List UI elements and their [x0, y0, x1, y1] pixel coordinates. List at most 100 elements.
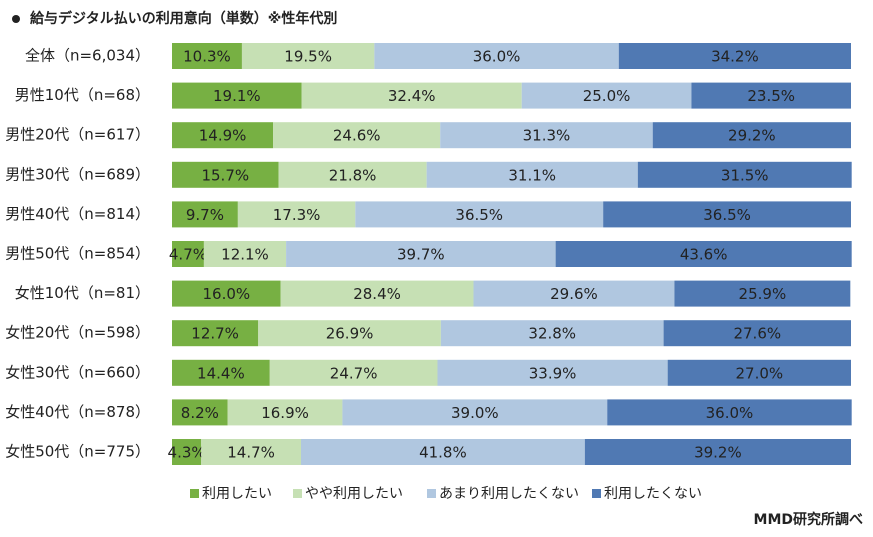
- data-label: 36.0%: [473, 48, 521, 66]
- bar-segment: [618, 43, 851, 69]
- bar-segment: [286, 241, 556, 267]
- data-label: 4.7%: [169, 246, 207, 264]
- bar-segment: [301, 439, 585, 465]
- data-label: 17.3%: [273, 206, 321, 224]
- data-label: 23.5%: [747, 87, 795, 105]
- bar-segment: [521, 82, 692, 109]
- data-label: 41.8%: [419, 444, 467, 462]
- bar-segment: [172, 43, 242, 69]
- bar-segment: [437, 359, 668, 386]
- bar-segment: [355, 201, 604, 228]
- bar-segment: [172, 82, 302, 109]
- bar-segment: [172, 280, 281, 307]
- data-label: 9.7%: [186, 206, 224, 224]
- data-label: 32.8%: [528, 325, 576, 343]
- bar-segment: [172, 399, 228, 426]
- bar-segment: [652, 122, 851, 149]
- data-label: 24.7%: [330, 364, 378, 382]
- data-label: 12.7%: [191, 325, 239, 343]
- data-label: 21.8%: [329, 166, 377, 184]
- data-label: 33.9%: [529, 364, 577, 382]
- bar-segment: [273, 122, 441, 149]
- bar-segment: [172, 122, 274, 149]
- category-label: 男性10代（n=68）: [15, 86, 150, 104]
- bar-segment: [637, 161, 852, 188]
- bar-segment: [203, 241, 287, 267]
- bar-segment: [172, 439, 202, 465]
- category-label: 女性20代（n=598）: [5, 324, 150, 342]
- source: MMD研究所調べ: [754, 511, 863, 528]
- data-label: 31.3%: [523, 127, 571, 145]
- data-label: 39.2%: [694, 444, 742, 462]
- legend-swatch: [427, 489, 436, 498]
- data-label: 14.7%: [227, 444, 275, 462]
- bar-segment: [237, 201, 356, 228]
- category-label: 男性50代（n=854）: [5, 245, 150, 263]
- category-label: 全体（n=6,034）: [25, 47, 150, 65]
- bar-segment: [280, 280, 474, 307]
- bar-segment: [172, 241, 204, 267]
- data-label: 25.0%: [583, 87, 631, 105]
- bar-segment: [172, 359, 270, 386]
- legend-label: やや利用したい: [305, 486, 403, 502]
- bar-segment: [342, 399, 608, 426]
- data-label: 12.1%: [221, 246, 269, 264]
- data-label: 14.4%: [197, 364, 245, 382]
- data-label: 36.0%: [706, 404, 754, 422]
- legend-label: 利用したい: [202, 486, 272, 502]
- bar-segment: [667, 359, 851, 386]
- category-label: 女性10代（n=81）: [15, 284, 150, 302]
- data-label: 39.7%: [397, 246, 445, 264]
- bar-segment: [258, 320, 441, 347]
- bar-segment: [172, 201, 238, 228]
- category-label: 男性20代（n=617）: [5, 126, 150, 144]
- title-bullet: [12, 15, 20, 23]
- bar-segment: [269, 359, 438, 386]
- data-label: 34.2%: [711, 48, 759, 66]
- bar-segment: [278, 161, 427, 188]
- category-label: 女性40代（n=878）: [5, 403, 150, 421]
- data-label: 31.5%: [721, 166, 769, 184]
- data-label: 19.1%: [213, 87, 261, 105]
- data-label: 14.9%: [199, 127, 247, 145]
- bar-segment: [603, 201, 851, 228]
- data-label: 27.6%: [733, 325, 781, 343]
- legend-label: 利用したくない: [604, 486, 702, 502]
- data-label: 36.5%: [703, 206, 751, 224]
- category-label: 男性40代（n=814）: [5, 205, 150, 223]
- data-label: 27.0%: [736, 364, 784, 382]
- data-label: 8.2%: [181, 404, 219, 422]
- bar-segment: [440, 320, 664, 347]
- bar-segment: [201, 439, 302, 465]
- data-label: 36.5%: [455, 206, 503, 224]
- data-label: 4.3%: [168, 444, 206, 462]
- data-label: 28.4%: [353, 285, 401, 303]
- data-label: 31.1%: [508, 166, 556, 184]
- data-label: 24.6%: [333, 127, 381, 145]
- data-label: 15.7%: [201, 166, 249, 184]
- bar-segment: [172, 161, 279, 188]
- data-label: 32.4%: [388, 87, 436, 105]
- bar-segment: [426, 161, 638, 188]
- data-label: 16.9%: [261, 404, 309, 422]
- bar-segment: [440, 122, 653, 149]
- chart-title: 給与デジタル払いの利用意向（単数）※性年代別: [30, 10, 337, 27]
- data-label: 26.9%: [326, 325, 374, 343]
- data-label: 10.3%: [183, 48, 231, 66]
- bar-segment: [663, 320, 851, 347]
- bar-segment: [674, 280, 851, 307]
- bar-segment: [227, 399, 343, 426]
- bar-segment: [584, 439, 851, 465]
- legend-swatch: [592, 489, 601, 498]
- bar-segment: [374, 43, 619, 69]
- legend-swatch: [293, 489, 302, 498]
- bar-segment: [473, 280, 675, 307]
- category-label: 女性30代（n=660）: [5, 363, 150, 381]
- bar-segment: [241, 43, 375, 69]
- bar-segment: [172, 320, 259, 347]
- data-label: 39.0%: [451, 404, 499, 422]
- bar-segment: [301, 82, 522, 109]
- data-label: 29.2%: [728, 127, 776, 145]
- data-label: 19.5%: [284, 48, 332, 66]
